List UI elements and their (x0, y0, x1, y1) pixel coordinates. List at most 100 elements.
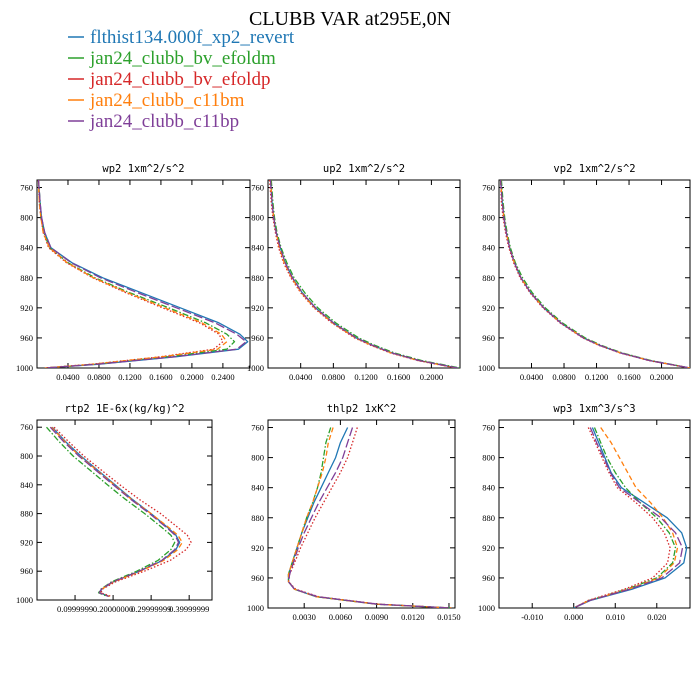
series-line (46, 426, 176, 598)
panels: wp2 1xm^2/s^2 760 800 840 880 920 960 1000 0.040… (16, 163, 691, 622)
x-tick-label: 0.0400 (289, 372, 312, 382)
x-tick-label: 0.0090 (365, 612, 388, 622)
panel: thlp2 1xK^2 760 800 840 880 920 960 1000 0.0030 0… (247, 403, 461, 622)
legend-entry: jan24_clubb_c11bp (68, 111, 239, 132)
y-tick-label: 960 (482, 573, 495, 583)
series-line (500, 180, 690, 368)
x-tick-label: 0.0400 (520, 372, 543, 382)
y-tick-label: 880 (482, 513, 495, 523)
series-line (573, 427, 677, 608)
series-line (270, 180, 460, 368)
y-tick-label: 840 (482, 243, 495, 253)
series-line (37, 180, 249, 368)
series-line (287, 427, 452, 608)
x-tick-label: 0.0400 (56, 372, 79, 382)
series-line (573, 427, 671, 608)
x-tick-label: 0.20000000 (93, 604, 133, 614)
legend-label: jan24_clubb_bv_efoldm (89, 48, 276, 69)
y-tick-label: 1000 (16, 595, 33, 605)
series-line (287, 427, 452, 608)
panel-title: wp2 1xm^2/s^2 (102, 163, 184, 175)
x-tick-label: 0.020 (647, 612, 666, 622)
panel: rtp2 1E-6x(kg/kg)^2 760 800 840 880 920 960 100… (16, 403, 213, 614)
legend-entry: jan24_clubb_bv_efoldm (68, 48, 276, 69)
plot-frame (267, 179, 461, 369)
series-group (37, 180, 249, 368)
x-tick-label: 0.39999999 (169, 604, 209, 614)
y-tick-label: 920 (251, 303, 264, 313)
panel: wp2 1xm^2/s^2 760 800 840 880 920 960 1000 0.040… (16, 163, 251, 382)
x-tick-label: 0.2400 (211, 372, 234, 382)
x-tick-label: 0.0999999 (57, 604, 93, 614)
y-tick-label: 800 (251, 453, 264, 463)
y-tick-label: 920 (20, 537, 33, 547)
panel: wp3 1xm^3/s^3 760 800 840 880 920 960 1000 -0.01… (478, 403, 691, 622)
y-tick-label: 960 (251, 333, 264, 343)
y-tick-label: 960 (251, 573, 264, 583)
y-tick-label: 760 (20, 422, 33, 432)
panel-title: wp3 1xm^3/s^3 (553, 403, 635, 415)
panel-title: thlp2 1xK^2 (327, 403, 397, 415)
x-tick-label: 0.29999999 (131, 604, 171, 614)
series-line (37, 180, 247, 368)
plot-frame (36, 419, 213, 601)
series-line (37, 180, 224, 368)
y-tick-label: 920 (482, 303, 495, 313)
series-line (573, 427, 688, 608)
y-tick-label: 800 (20, 451, 33, 461)
panel: up2 1xm^2/s^2 760 800 840 880 920 960 1000 0.040… (247, 163, 461, 382)
series-group (268, 180, 460, 368)
panel-title: rtp2 1E-6x(kg/kg)^2 (64, 403, 184, 415)
x-tick-label: 0.1600 (149, 372, 172, 382)
y-tick-label: 840 (482, 483, 495, 493)
y-tick-label: 960 (20, 333, 33, 343)
series-line (37, 180, 236, 368)
x-tick-label: 0.1200 (118, 372, 141, 382)
y-tick-label: 1000 (247, 363, 264, 373)
panel-title: up2 1xm^2/s^2 (323, 163, 405, 175)
series-line (268, 180, 457, 368)
legend-label: flthist134.000f_xp2_revert (90, 27, 295, 48)
series-line (573, 427, 679, 608)
x-tick-label: 0.1600 (387, 372, 410, 382)
y-tick-label: 800 (20, 213, 33, 223)
series-line (287, 427, 452, 608)
y-tick-label: 760 (20, 183, 33, 193)
y-tick-label: 880 (251, 273, 264, 283)
y-tick-label: 840 (20, 243, 33, 253)
y-tick-label: 1000 (478, 363, 495, 373)
y-tick-label: 920 (251, 543, 264, 553)
series-line (269, 180, 458, 368)
panel-title: vp2 1xm^2/s^2 (553, 163, 635, 175)
x-tick-label: 0.0800 (552, 372, 575, 382)
y-tick-label: 760 (482, 423, 495, 433)
y-tick-label: 920 (20, 303, 33, 313)
series-line (499, 180, 690, 368)
legend-entry: jan24_clubb_c11bm (68, 90, 245, 111)
legend-label: jan24_clubb_bv_efoldp (89, 69, 270, 90)
plot-frame (498, 179, 691, 369)
x-tick-label: 0.0800 (87, 372, 110, 382)
x-tick-label: 0.0120 (401, 612, 424, 622)
plot-frame (267, 419, 456, 609)
legend-entry: jan24_clubb_bv_efoldp (68, 69, 270, 90)
x-tick-label: 0.1200 (585, 372, 608, 382)
y-tick-label: 800 (482, 453, 495, 463)
legend-entry: flthist134.000f_xp2_revert (68, 27, 295, 48)
y-tick-label: 800 (482, 213, 495, 223)
legend: flthist134.000f_xp2_revertjan24_clubb_bv… (68, 27, 295, 132)
y-tick-label: 1000 (247, 603, 264, 613)
y-tick-label: 960 (482, 333, 495, 343)
y-tick-label: 760 (251, 423, 264, 433)
series-line (287, 427, 452, 608)
panel: vp2 1xm^2/s^2 760 800 840 880 920 960 1000 0.040… (478, 163, 691, 382)
y-tick-label: 840 (251, 243, 264, 253)
y-tick-label: 880 (482, 273, 495, 283)
series-line (49, 426, 180, 598)
x-tick-label: 0.0030 (293, 612, 316, 622)
series-line (53, 426, 192, 598)
legend-label: jan24_clubb_c11bp (89, 111, 239, 132)
figure-title: CLUBB VAR at295E,0N (249, 8, 451, 30)
x-tick-label: 0.2000 (650, 372, 673, 382)
